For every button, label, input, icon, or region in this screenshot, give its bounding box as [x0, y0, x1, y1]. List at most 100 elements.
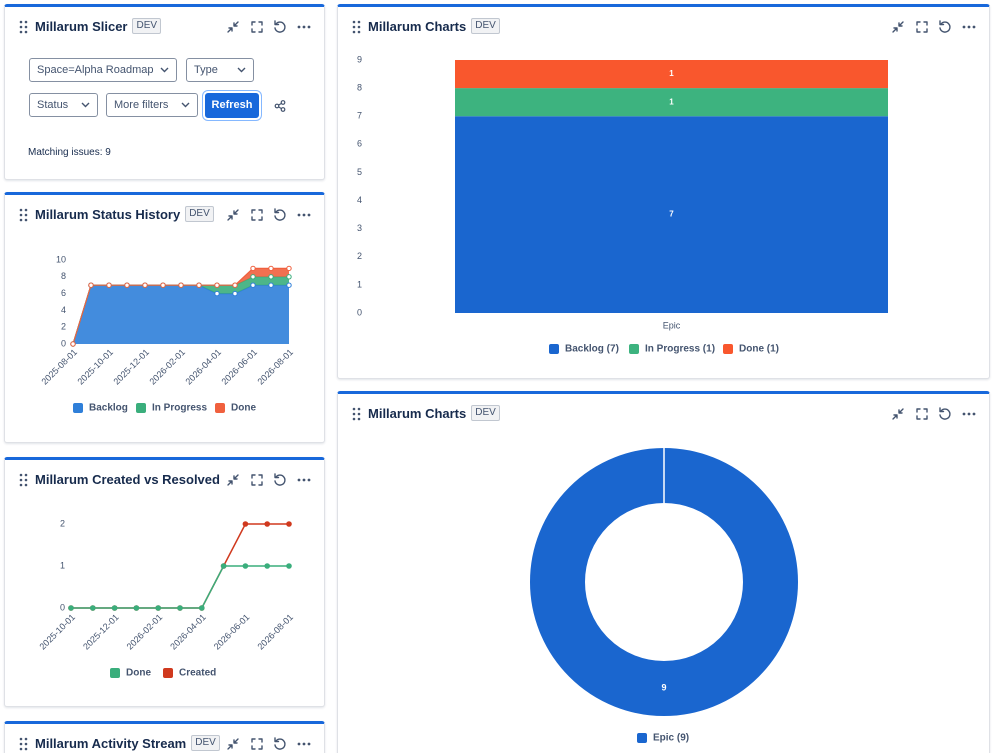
expand-button[interactable]: [251, 209, 263, 221]
more-button[interactable]: [297, 742, 311, 746]
filter-dropdown[interactable]: Status: [29, 93, 98, 117]
collapse-button[interactable]: [892, 408, 904, 420]
title-text: Millarum Status History: [35, 206, 181, 222]
share-node: [280, 107, 286, 112]
icon-dot: [297, 742, 301, 746]
handle-dot: [19, 747, 23, 751]
icon-dot: [307, 478, 311, 482]
expand-button[interactable]: [916, 21, 928, 33]
handle-dot: [357, 20, 361, 24]
panel-title: Millarum Charts DEV: [368, 16, 500, 36]
refresh-button[interactable]: [274, 20, 286, 33]
icon: [274, 473, 286, 486]
handle-dot: [357, 417, 361, 421]
env-badge: DEV: [185, 206, 214, 222]
expand-button[interactable]: [251, 21, 263, 33]
handle-dot: [24, 747, 28, 751]
panel: Millarum Created vs ResolvedDEV: [4, 457, 325, 707]
panel-title: Millarum Created vs ResolvedDEV: [35, 469, 224, 489]
handle-dot: [357, 25, 361, 29]
collapse-button[interactable]: [227, 738, 239, 750]
icon-dot: [962, 25, 966, 29]
share-button[interactable]: [273, 99, 287, 113]
match-count: Matching issues: 9: [28, 147, 111, 158]
share-node: [280, 100, 286, 105]
handle-dot: [19, 20, 23, 24]
panel-title: Millarum Activity Stream DEV: [35, 733, 220, 753]
env-badge: DEV: [471, 405, 500, 421]
icon-dot: [297, 25, 301, 29]
panel-title: Millarum Charts DEV: [368, 403, 500, 423]
icon-dot: [962, 412, 966, 416]
refresh-button[interactable]: [274, 208, 286, 221]
filter-label: Space=Alpha Roadmap: [37, 64, 154, 76]
panel: Millarum Charts DEV: [337, 4, 990, 379]
expand-button[interactable]: [916, 408, 928, 420]
title-text: Millarum Charts: [368, 405, 467, 421]
refresh-button[interactable]: Refresh: [205, 93, 259, 118]
more-button[interactable]: [297, 213, 311, 217]
env-badge: DEV: [471, 18, 500, 34]
more-button[interactable]: [297, 478, 311, 482]
handle-dot: [352, 412, 356, 416]
handle-dot: [352, 20, 356, 24]
refresh-button[interactable]: [939, 20, 951, 33]
icon: [227, 21, 239, 33]
more-button[interactable]: [962, 412, 976, 416]
collapse-button[interactable]: [227, 474, 239, 486]
icon: [939, 407, 951, 420]
icon-dot: [972, 25, 976, 29]
drag-handle[interactable]: [19, 473, 29, 487]
filter-label: More filters: [114, 99, 169, 111]
icon-dot: [297, 213, 301, 217]
collapse-button[interactable]: [892, 21, 904, 33]
drag-handle[interactable]: [352, 20, 362, 34]
filter-dropdown[interactable]: Type: [186, 58, 254, 82]
drag-handle[interactable]: [352, 407, 362, 421]
expand-button[interactable]: [251, 474, 263, 486]
icon: [274, 20, 286, 33]
filter-dropdown[interactable]: More filters: [106, 93, 198, 117]
more-button[interactable]: [962, 25, 976, 29]
handle-dot: [352, 30, 356, 34]
handle-dot: [19, 218, 23, 222]
title-text: Millarum Charts: [368, 18, 467, 34]
panel: Millarum Activity Stream DEV: [4, 721, 325, 753]
handle-dot: [19, 30, 23, 34]
drag-handle[interactable]: [19, 737, 29, 751]
icon: [892, 21, 904, 33]
collapse-button[interactable]: [227, 21, 239, 33]
icon-dot: [302, 478, 306, 482]
chevron-path: [160, 67, 169, 73]
drag-handle[interactable]: [19, 20, 29, 34]
expand-button[interactable]: [251, 738, 263, 750]
handle-dot: [24, 737, 28, 741]
handle-dot: [24, 483, 28, 487]
chevron: [181, 102, 190, 108]
handle-dot: [352, 25, 356, 29]
filter-dropdown[interactable]: Space=Alpha Roadmap: [29, 58, 177, 82]
handle-dot: [19, 473, 23, 477]
chevron: [237, 67, 246, 73]
drag-handle[interactable]: [19, 208, 29, 222]
refresh-button[interactable]: [939, 407, 951, 420]
icon: [916, 408, 928, 420]
refresh-button[interactable]: [274, 737, 286, 750]
refresh-button[interactable]: [274, 473, 286, 486]
more-button[interactable]: [297, 25, 311, 29]
filter-label: Status: [37, 99, 69, 111]
icon: [251, 738, 263, 750]
icon-dot: [307, 742, 311, 746]
panel: Millarum Status History DEV: [4, 192, 325, 443]
collapse-button[interactable]: [227, 209, 239, 221]
handle-dot: [24, 473, 28, 477]
handle-dot: [24, 30, 28, 34]
panel-title: Millarum Slicer DEV: [35, 16, 162, 36]
panel-actions: [227, 208, 311, 221]
handle-dot: [19, 208, 23, 212]
panel-actions: [227, 473, 311, 486]
title-text: Millarum Created vs Resolved: [35, 471, 220, 487]
icon: [939, 20, 951, 33]
chevron-path: [237, 67, 246, 73]
